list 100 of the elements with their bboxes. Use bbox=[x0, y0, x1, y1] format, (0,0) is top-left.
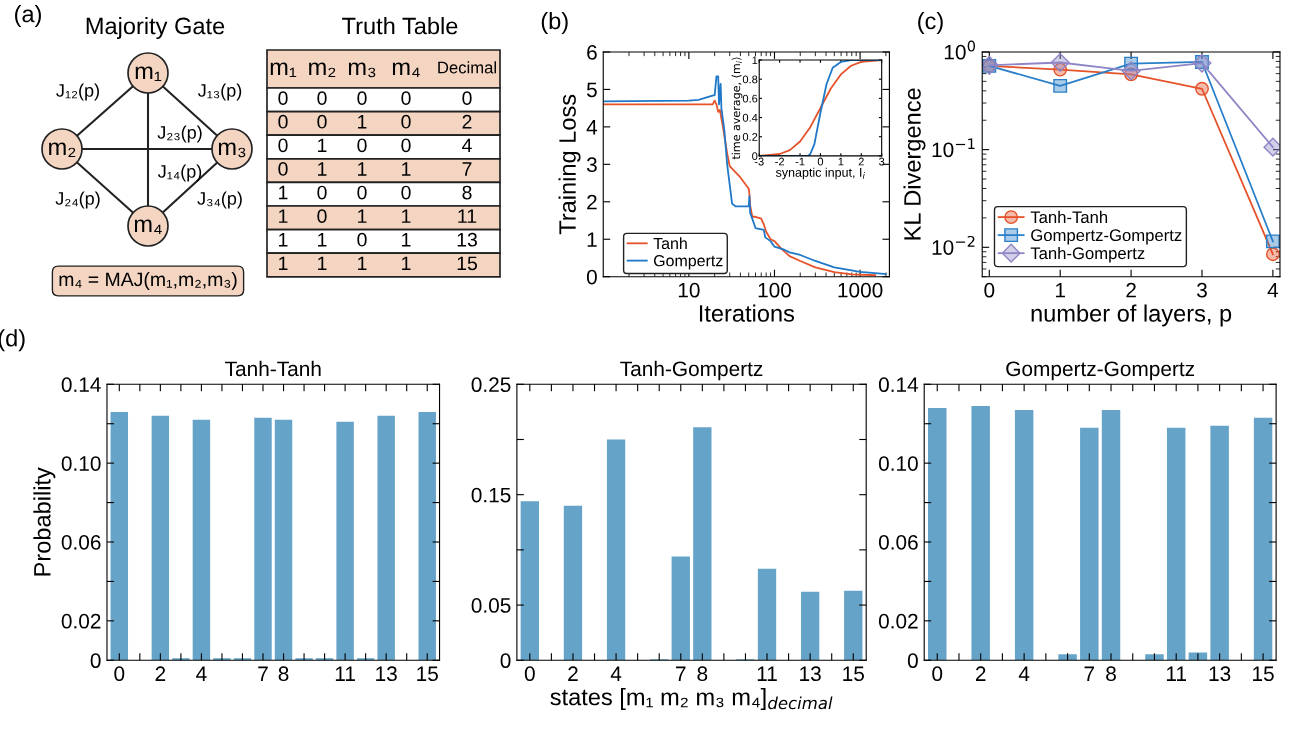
x-tick-label: -2 bbox=[775, 157, 785, 166]
x-tick-label: 100 bbox=[758, 282, 792, 298]
category-label: m₄ bbox=[392, 62, 420, 78]
chart-title: Gompertz-Gompertz bbox=[1006, 361, 1195, 381]
chart-title: Tanh-Gompertz bbox=[620, 360, 763, 381]
category-label: m₂ bbox=[49, 142, 76, 158]
text: 1 bbox=[402, 233, 411, 247]
bar bbox=[192, 419, 211, 661]
bar bbox=[606, 439, 626, 661]
text: 0 bbox=[357, 232, 367, 247]
x-tick-label: 3 bbox=[1196, 282, 1207, 298]
bar bbox=[800, 591, 820, 661]
y-tick-label: 0.8 bbox=[742, 75, 758, 84]
text: J₁₂(p) bbox=[56, 83, 99, 101]
x-tick-label: 8 bbox=[697, 666, 708, 682]
bar bbox=[693, 427, 712, 661]
y-tick-label: 6 bbox=[587, 44, 597, 60]
category-label: m₁ bbox=[270, 62, 297, 78]
category-label: 13 bbox=[457, 232, 477, 247]
y-tick-label: 10$^{0}$ bbox=[944, 40, 976, 60]
x-axis-title: states [m₁ m₂ m₃ m₄]$_{decimal}$ bbox=[550, 688, 833, 711]
x-tick-label: 2 bbox=[1126, 282, 1136, 298]
text: 1 bbox=[318, 233, 327, 247]
x-tick-label: -1 bbox=[795, 157, 805, 166]
y-axis-title: time average, ⟨m$_{i}$⟩ bbox=[731, 57, 743, 160]
y-tick-label: 0 bbox=[500, 653, 511, 669]
x-tick-label: 2 bbox=[975, 666, 986, 681]
x-tick-label: 11 bbox=[757, 666, 777, 681]
text: 0 bbox=[357, 185, 367, 200]
category-label: 0 bbox=[278, 138, 288, 153]
text: 11 bbox=[458, 209, 477, 223]
category-label: 0 bbox=[401, 114, 411, 129]
text: 1 bbox=[358, 209, 367, 223]
text: J₁₃(p) bbox=[198, 83, 242, 101]
text: J₃₄(p) bbox=[197, 191, 242, 209]
x-tick-label: 4 bbox=[196, 666, 207, 681]
chart-title: Tanh-Tanh bbox=[225, 360, 321, 377]
bar bbox=[336, 421, 354, 661]
text: 0 bbox=[401, 138, 411, 153]
text: 1 bbox=[318, 138, 327, 153]
x-tick-label: 4 bbox=[1267, 283, 1279, 298]
category-label: 0 bbox=[357, 138, 367, 153]
category-label: m₄ bbox=[134, 219, 162, 235]
x-tick-label: 15 bbox=[1253, 666, 1274, 682]
category-label: 8 bbox=[462, 185, 472, 200]
y-tick-label: 0.02 bbox=[878, 613, 918, 629]
text: J₁₄(p) bbox=[158, 164, 202, 182]
point bbox=[1265, 247, 1280, 262]
x-tick-label: 8 bbox=[278, 666, 289, 682]
category-label: m₃ bbox=[348, 62, 376, 78]
y-tick-label: 0.4 bbox=[742, 113, 758, 122]
x-tick-label: 13 bbox=[376, 666, 397, 682]
x-tick-label: 1000 bbox=[838, 282, 883, 298]
x-tick-label: 15 bbox=[417, 666, 438, 682]
y-axis-title: Probability bbox=[33, 467, 56, 576]
x-tick-label: 13 bbox=[1209, 666, 1231, 682]
x-axis-title: synaptic input, I$_{i}$ bbox=[775, 167, 865, 180]
x-tick-label: 7 bbox=[1084, 666, 1095, 681]
x-tick-label: 0 bbox=[114, 666, 125, 682]
bar bbox=[563, 505, 583, 661]
x-axis-title: number of layers, p bbox=[1031, 304, 1232, 327]
y-tick-label: 0.05 bbox=[471, 598, 511, 613]
y-tick-label: 0.2 bbox=[742, 133, 758, 141]
y-tick-label: 0.15 bbox=[471, 487, 511, 503]
text: m₄ = MAJ(m₁,m₂,m₃) bbox=[59, 271, 237, 291]
text: 0 bbox=[317, 185, 327, 200]
y-tick-label: 0.06 bbox=[61, 535, 101, 550]
x-tick-label: 2 bbox=[568, 666, 578, 681]
text: 1 bbox=[279, 185, 288, 200]
category-label: m₃ bbox=[218, 142, 246, 158]
bar bbox=[757, 568, 777, 661]
text: 1 bbox=[279, 209, 288, 223]
y-tick-label: 0 bbox=[586, 269, 597, 285]
bar bbox=[520, 501, 539, 661]
legend-label: Tanh bbox=[653, 237, 687, 250]
y-tick-label: 1 bbox=[587, 232, 597, 247]
x-tick-label: 15 bbox=[843, 666, 864, 682]
legend-label: Tanh-Gompertz bbox=[1030, 246, 1145, 263]
text: 1 bbox=[358, 115, 367, 129]
bar bbox=[418, 411, 436, 661]
x-tick-label: 1 bbox=[838, 157, 844, 166]
x-tick-label: 8 bbox=[1106, 666, 1116, 682]
point bbox=[1121, 61, 1141, 81]
y-tick-label: 4 bbox=[586, 120, 598, 135]
text: 0 bbox=[401, 185, 411, 200]
y-tick-label: 0 bbox=[907, 653, 918, 669]
y-tick-label: 0.25 bbox=[471, 377, 511, 393]
legend-label: Gompertz bbox=[653, 255, 723, 270]
x-tick-label: 4 bbox=[1018, 666, 1030, 681]
y-tick-label: 1 bbox=[752, 56, 758, 65]
x-tick-label: 0 bbox=[817, 157, 824, 166]
y-tick-label: 10$^{−1}$ bbox=[932, 138, 975, 158]
text: 1 bbox=[279, 256, 288, 271]
bar bbox=[377, 415, 395, 661]
text: 0 bbox=[278, 91, 288, 106]
y-tick-label: 0 bbox=[90, 653, 101, 669]
point bbox=[1053, 78, 1068, 93]
text: (a) bbox=[15, 5, 41, 27]
y-axis-title: KL Divergence bbox=[903, 88, 926, 240]
point bbox=[1050, 52, 1070, 73]
